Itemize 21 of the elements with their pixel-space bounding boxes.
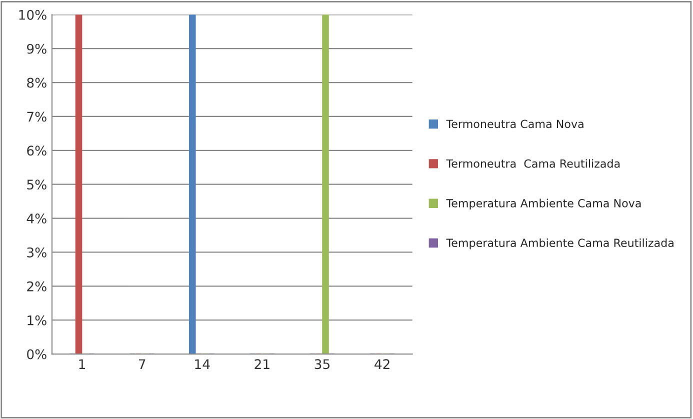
y-tick-label: 9% <box>27 44 46 54</box>
legend-label: Termoneutra Cama Nova <box>446 120 584 128</box>
y-tick-label: 7% <box>27 112 46 122</box>
y-tick-label: 2% <box>27 281 46 292</box>
y-tick-label: 1% <box>28 315 46 326</box>
y-tick-label: 5% <box>27 180 46 190</box>
x-tick-label: 21 <box>254 359 270 369</box>
y-tick-label: 8% <box>27 78 46 88</box>
y-tick-label: 3% <box>27 247 46 258</box>
legend-label: Temperatura Ambiente Cama Nova <box>446 198 641 210</box>
y-tick-label: 6% <box>27 146 46 156</box>
x-tick-label: 35 <box>314 359 330 370</box>
y-tick-label: 10% <box>19 10 46 20</box>
y-tick-label: 4% <box>26 214 46 224</box>
x-tick-label: 7 <box>138 359 146 369</box>
x-tick-label: 1 <box>79 359 85 369</box>
legend-label: Termoneutra Cama Reutilizada <box>446 159 620 168</box>
x-tick-label: 14 <box>195 359 210 369</box>
x-tick-label: 42 <box>374 359 390 369</box>
legend-label: Temperatura Ambiente Cama Reutilizada <box>446 238 674 250</box>
y-tick-label: 0% <box>27 349 46 360</box>
